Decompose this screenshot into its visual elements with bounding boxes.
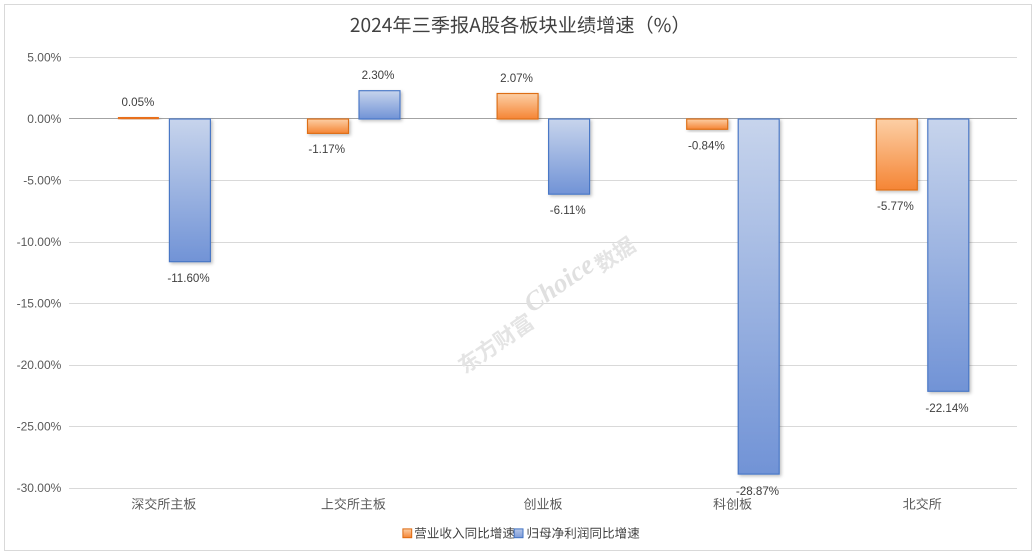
svg-text:-15.00%: -15.00% bbox=[17, 297, 62, 311]
svg-text:2.07%: 2.07% bbox=[500, 72, 533, 85]
svg-text:-28.87%: -28.87% bbox=[736, 485, 779, 498]
svg-text:-6.11%: -6.11% bbox=[550, 204, 586, 217]
svg-text:-5.77%: -5.77% bbox=[877, 200, 914, 213]
svg-text:-22.14%: -22.14% bbox=[925, 402, 968, 415]
svg-text:-30.00%: -30.00% bbox=[17, 481, 62, 495]
svg-text:-10.00%: -10.00% bbox=[17, 235, 62, 249]
svg-text:0.00%: 0.00% bbox=[27, 112, 61, 126]
svg-text:-1.17%: -1.17% bbox=[308, 143, 345, 156]
svg-text:-11.60%: -11.60% bbox=[167, 272, 209, 285]
svg-text:-25.00%: -25.00% bbox=[17, 420, 62, 434]
svg-text:-0.84%: -0.84% bbox=[688, 139, 725, 152]
svg-text:0.05%: 0.05% bbox=[121, 96, 154, 109]
svg-text:2.30%: 2.30% bbox=[362, 69, 395, 82]
svg-text:5.00%: 5.00% bbox=[27, 51, 61, 65]
svg-text:-5.00%: -5.00% bbox=[23, 174, 61, 188]
svg-text:-20.00%: -20.00% bbox=[17, 358, 62, 372]
